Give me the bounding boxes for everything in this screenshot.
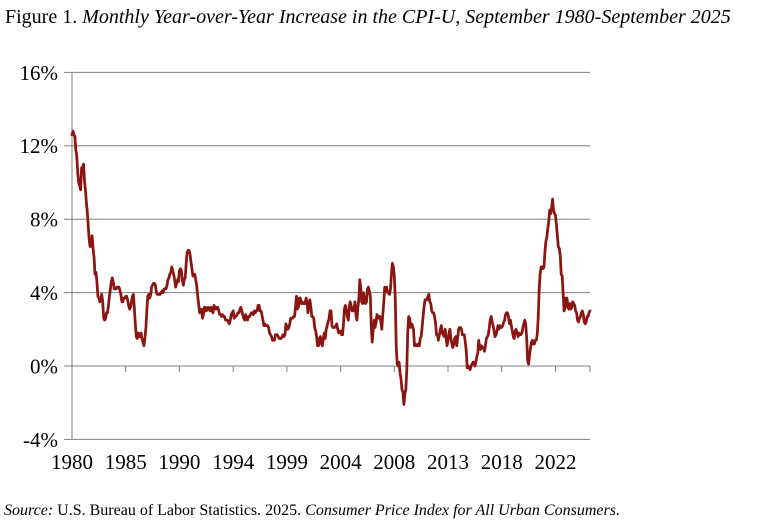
y-axis-labels: 16% 12% 8% 4% 0% -4%: [20, 61, 59, 452]
y-tick-label: 8%: [30, 208, 58, 232]
figure-number: Figure 1.: [5, 6, 83, 28]
x-tick-label: 2018: [481, 450, 523, 474]
gridlines: [72, 71, 590, 440]
x-tick-label: 2004: [320, 450, 363, 474]
x-tick-label: 1980: [51, 450, 93, 474]
source-note: Source: U.S. Bureau of Labor Statistics.…: [4, 502, 620, 520]
x-tick-label: 2022: [535, 450, 577, 474]
x-tick-label: 1999: [266, 450, 308, 474]
y-tick-label: 0%: [30, 354, 58, 378]
x-tick-label: 1985: [105, 450, 147, 474]
y-tick-label: 4%: [30, 281, 58, 305]
y-tick-label: 16%: [20, 61, 59, 85]
figure-title-text: Monthly Year-over-Year Increase in the C…: [82, 6, 731, 28]
source-text: U.S. Bureau of Labor Statistics. 2025.: [53, 502, 306, 519]
y-tick-label: -4%: [23, 428, 58, 452]
x-tick-label: 2008: [373, 450, 415, 474]
x-tick-label: 1994: [212, 450, 255, 474]
source-label: Source:: [4, 502, 54, 519]
cpi-series-line: [70, 129, 592, 406]
x-axis-labels: 1980 1985 1990 1994 1999 2004 2008 2013 2018 2022: [51, 450, 577, 474]
y-tick-label: 12%: [20, 134, 59, 158]
x-tick-label: 2013: [427, 450, 469, 474]
source-publication: Consumer Price Index for All Urban Consu…: [305, 502, 620, 519]
figure-title: Figure 1. Monthly Year-over-Year Increas…: [5, 6, 731, 29]
x-tick-label: 1990: [158, 450, 200, 474]
axes: [64, 71, 591, 440]
